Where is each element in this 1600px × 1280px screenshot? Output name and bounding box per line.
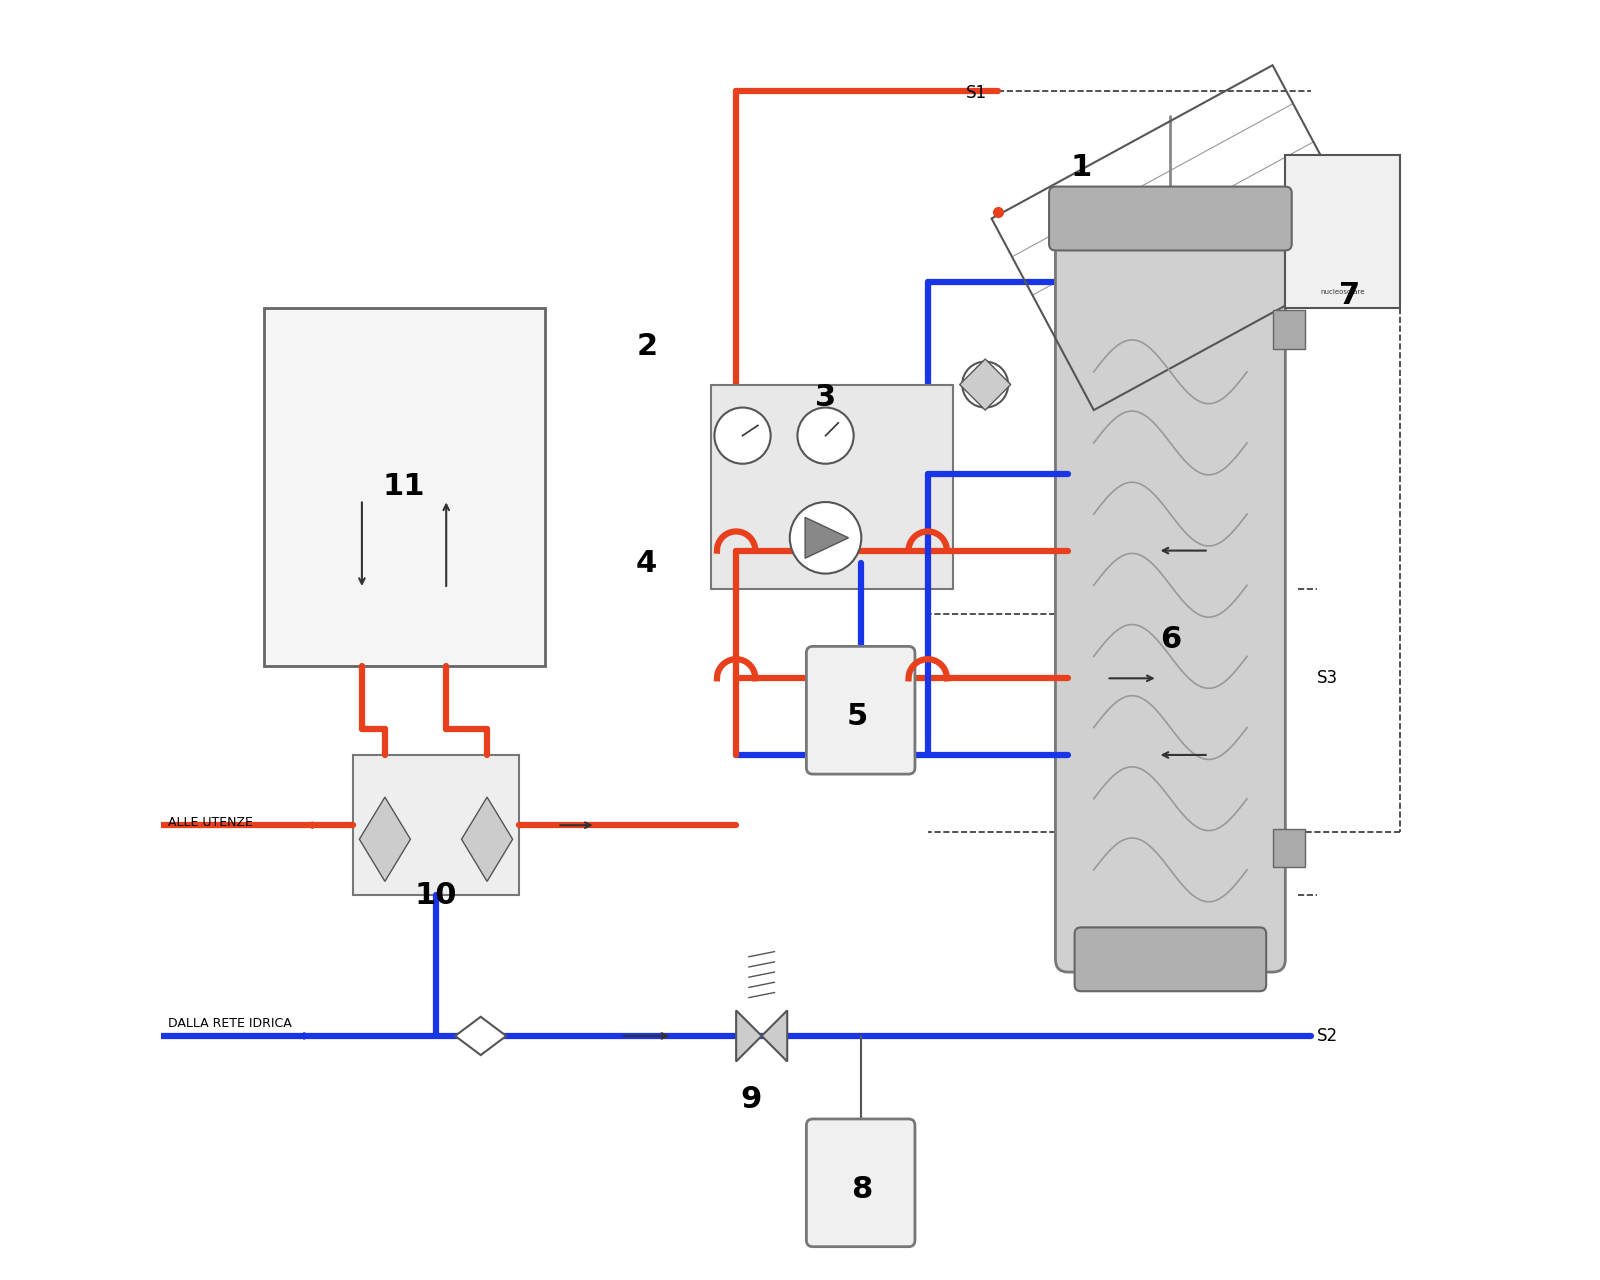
Text: S1: S1 <box>966 84 987 102</box>
Text: 3: 3 <box>814 383 837 412</box>
Polygon shape <box>736 1010 762 1061</box>
Text: 11: 11 <box>382 472 426 502</box>
Text: ALLE UTENZE: ALLE UTENZE <box>168 817 253 829</box>
FancyBboxPatch shape <box>1075 928 1266 991</box>
Text: 6: 6 <box>1160 626 1181 654</box>
Text: S3: S3 <box>1317 669 1338 687</box>
Polygon shape <box>360 797 411 882</box>
Circle shape <box>715 407 771 463</box>
Bar <box>264 308 544 666</box>
FancyBboxPatch shape <box>806 1119 915 1247</box>
Polygon shape <box>960 358 1011 410</box>
Text: 4: 4 <box>637 549 658 577</box>
Polygon shape <box>461 797 512 882</box>
Bar <box>1298 180 1387 244</box>
FancyBboxPatch shape <box>1285 155 1400 308</box>
Text: 9: 9 <box>741 1085 762 1115</box>
FancyBboxPatch shape <box>1050 187 1291 251</box>
Bar <box>1272 311 1304 348</box>
Polygon shape <box>454 1016 506 1055</box>
Text: 2: 2 <box>637 332 658 361</box>
Polygon shape <box>805 517 848 558</box>
FancyBboxPatch shape <box>806 646 915 774</box>
Bar <box>354 755 518 896</box>
Polygon shape <box>762 1010 787 1061</box>
Bar <box>710 384 954 589</box>
Circle shape <box>797 407 854 463</box>
Text: 1: 1 <box>1070 152 1091 182</box>
Text: DALLA RETE IDRICA: DALLA RETE IDRICA <box>168 1016 291 1029</box>
Text: 7: 7 <box>1339 280 1360 310</box>
Circle shape <box>790 502 861 573</box>
FancyBboxPatch shape <box>1056 206 1285 972</box>
Text: 8: 8 <box>851 1175 872 1203</box>
Bar <box>1272 829 1304 868</box>
Text: 5: 5 <box>846 703 869 731</box>
Text: nucleosolare: nucleosolare <box>1320 289 1365 296</box>
Text: S2: S2 <box>1317 1027 1338 1044</box>
Text: 10: 10 <box>414 881 458 910</box>
